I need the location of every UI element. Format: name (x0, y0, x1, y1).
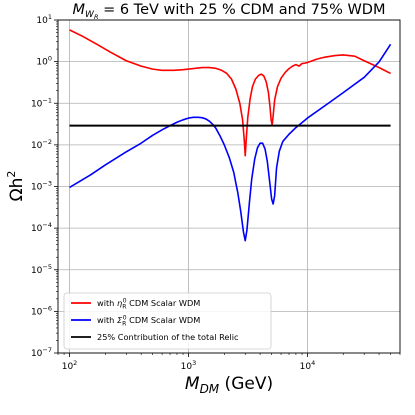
x-axis-sub: DM (200, 382, 220, 396)
title-rest: = 6 TeV with 25 % CDM and 75% WDM (98, 2, 385, 18)
y-tick-label: 10−5 (31, 263, 52, 276)
legend: with ηR0 CDM Scalar WDM with ΣR0 CDM Scal… (63, 292, 272, 350)
series-layer (69, 29, 392, 242)
x-axis-unit: (GeV) (219, 374, 273, 394)
y-tick-label: 101 (36, 13, 52, 26)
x-axis-symbol: M (185, 374, 200, 394)
series-sigma-line (69, 43, 392, 242)
legend-item-sigma: with ΣR0 CDM Scalar WDM (97, 315, 200, 328)
x-tick-label: 103 (181, 359, 197, 372)
y-tick-label: 10−4 (31, 221, 52, 234)
y-tick-label: 10−7 (31, 346, 52, 359)
legend-item-relic: 25% Contribution of the total Relic (97, 332, 239, 342)
series-eta-line (69, 29, 391, 157)
axis-ticks: 102 103 104 10−7 10−6 10−5 10−4 10−3 10−2 10−1 100… (31, 13, 401, 372)
y-tick-label: 10−3 (31, 180, 52, 193)
y-tick-label: 10−2 (31, 138, 52, 151)
legend-box (63, 292, 272, 350)
y-axis-sup: 2 (5, 171, 18, 178)
x-tick-label: 102 (62, 359, 78, 372)
chart-title: MWR = 6 TeV with 25 % CDM and 75% WDM (73, 2, 386, 21)
x-axis-title: MDM (GeV) (185, 374, 273, 396)
y-tick-label: 10−6 (31, 304, 52, 317)
y-axis-symbol: Ωh (7, 178, 27, 202)
y-tick-label: 100 (36, 55, 52, 68)
title-symbol: M (73, 2, 86, 18)
legend-item-eta: with ηR0 CDM Scalar WDM (97, 298, 200, 311)
y-axis-title: Ωh2 (5, 171, 27, 202)
title-subsub: R (94, 13, 99, 21)
x-tick-label: 104 (300, 359, 316, 372)
title-sub: W (85, 10, 95, 20)
y-tick-label: 10−1 (31, 96, 52, 109)
